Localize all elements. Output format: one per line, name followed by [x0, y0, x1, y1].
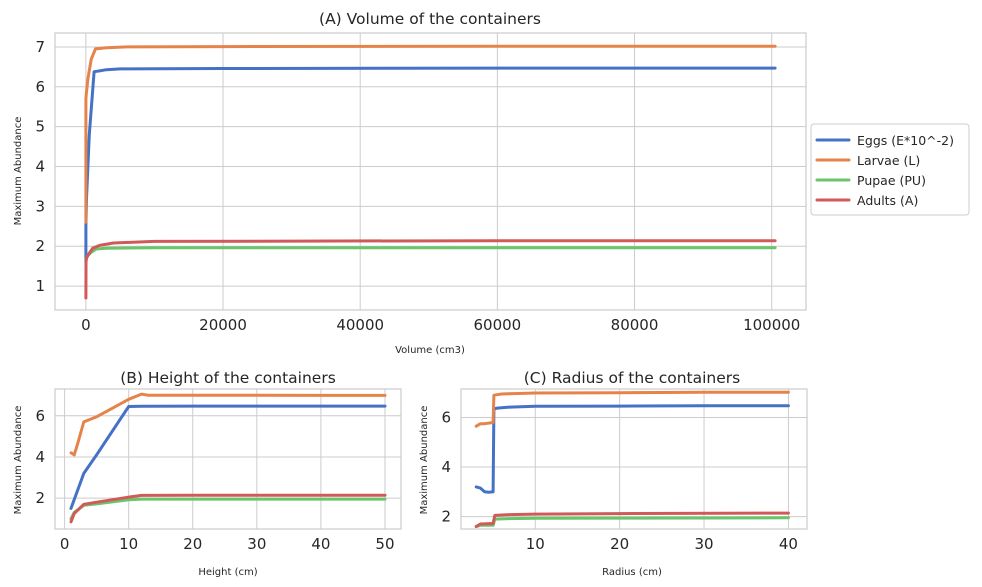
panel-radius: (C) Radius of the containers Radius (cm)… — [419, 369, 808, 578]
panel-volume-ytick-label: 4 — [35, 158, 45, 176]
panel-radius-xtick-label: 10 — [526, 535, 545, 553]
panel-height-xtick-label: 30 — [247, 535, 266, 553]
panel-volume-ytick-label: 3 — [35, 197, 45, 215]
panel-height-series-eggs — [69, 404, 387, 510]
panel-radius-grid — [461, 389, 807, 529]
panel-volume-title: (A) Volume of the containers — [319, 10, 541, 28]
panel-height-xtick-label: 0 — [60, 535, 70, 553]
panel-volume-xtick-label: 100000 — [743, 316, 800, 334]
panel-volume-ytick-label: 7 — [35, 38, 45, 56]
panel-volume: (A) Volume of the containers Volume (cm3… — [13, 10, 807, 356]
panel-height-frame — [54, 388, 402, 530]
panel-volume-series-adults — [84, 239, 777, 300]
panel-radius-ylabel: Maximum Abundance — [419, 406, 430, 515]
panel-volume-ytick-label: 1 — [35, 277, 45, 295]
panel-height-xtick-label: 50 — [375, 535, 394, 553]
panel-volume-xtick-label: 80000 — [611, 316, 659, 334]
panel-height-series-pupae — [69, 497, 387, 521]
panel-radius-xlabel: Radius (cm) — [602, 567, 662, 578]
panel-volume-series-eggs — [84, 66, 777, 264]
panel-volume-frame — [54, 32, 807, 311]
panel-volume-ytick-label: 6 — [35, 78, 45, 96]
panel-height-ytick-label: 6 — [35, 407, 45, 425]
legend-label-larvae: Larvae (L) — [857, 153, 920, 168]
panel-radius-title: (C) Radius of the containers — [524, 369, 741, 387]
panel-volume-ylabel: Maximum Abundance — [13, 117, 24, 226]
panel-volume-series-pupae — [84, 246, 777, 262]
legend-box — [810, 123, 970, 216]
panel-height-xtick-label: 20 — [183, 535, 202, 553]
panel-volume-ytick-label: 2 — [35, 237, 45, 255]
panel-radius-xtick-label: 40 — [779, 535, 798, 553]
panel-volume-grid — [55, 33, 806, 310]
panel-radius-ytick-label: 2 — [441, 508, 451, 526]
panel-height: (B) Height of the containers Height (cm)… — [13, 369, 402, 578]
panel-volume-series-larvae — [84, 44, 777, 224]
panel-height-title: (B) Height of the containers — [120, 369, 336, 387]
panel-volume-xlabel: Volume (cm3) — [395, 345, 465, 356]
panel-height-xlabel: Height (cm) — [198, 567, 257, 578]
panel-height-series-adults — [69, 493, 387, 524]
panel-height-xtick-label: 40 — [311, 535, 330, 553]
panel-radius-series-pupae — [474, 516, 790, 528]
panel-radius-ytick-label: 4 — [441, 458, 451, 476]
panel-volume-xtick-label: 0 — [81, 316, 91, 334]
panel-radius-frame — [460, 388, 808, 530]
panel-height-ytick-label: 2 — [35, 489, 45, 507]
panel-volume-xtick-label: 20000 — [199, 316, 247, 334]
panel-height-series-larvae — [69, 392, 387, 457]
panel-volume-xtick-label: 40000 — [336, 316, 384, 334]
panel-radius-series-adults — [474, 511, 790, 528]
panel-height-ylabel: Maximum Abundance — [13, 406, 24, 515]
panel-radius-series-eggs — [474, 404, 790, 494]
legend: Eggs (E*10^-2) Larvae (L) Pupae (PU) Adu… — [810, 123, 970, 216]
legend-label-eggs: Eggs (E*10^-2) — [857, 133, 954, 148]
panel-height-ytick-label: 4 — [35, 448, 45, 466]
legend-label-adults: Adults (A) — [857, 193, 918, 208]
panel-radius-xtick-label: 30 — [694, 535, 713, 553]
panel-radius-xtick-label: 20 — [610, 535, 629, 553]
panel-volume-ytick-label: 5 — [35, 118, 45, 136]
panel-radius-series-larvae — [474, 390, 790, 428]
panel-height-xtick-label: 10 — [119, 535, 138, 553]
panel-volume-xtick-label: 60000 — [474, 316, 522, 334]
panel-radius-ytick-label: 6 — [441, 408, 451, 426]
legend-label-pupae: Pupae (PU) — [857, 173, 926, 188]
